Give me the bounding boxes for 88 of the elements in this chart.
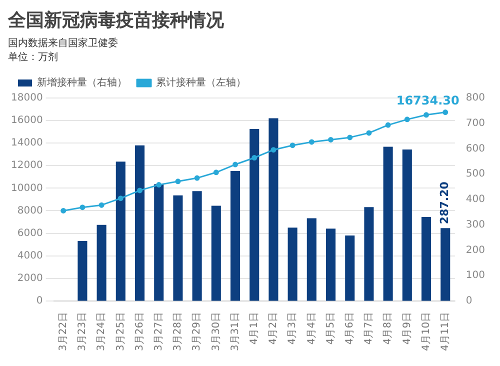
y-tick-label: 4000: [17, 250, 43, 262]
y-tick-label: 18000: [11, 92, 43, 104]
point: [60, 208, 66, 214]
bar: [306, 218, 316, 301]
x-tick-label: 4月2日: [268, 312, 280, 345]
x-tick-label: 4月7日: [364, 312, 375, 345]
y-tick-label: 12000: [11, 160, 43, 172]
x-tick-label: 3月28日: [172, 312, 184, 352]
x-tick-label: 4月9日: [402, 312, 413, 345]
x-tick-label: 4月11日: [440, 312, 451, 352]
point: [366, 130, 372, 136]
bar: [173, 195, 183, 301]
bar: [364, 207, 374, 301]
y2-tick-label: 500: [466, 168, 486, 180]
y2-tick-label: 300: [466, 219, 486, 230]
y-tick-label: 6000: [17, 228, 43, 239]
y-tick-label: 8000: [17, 205, 43, 216]
point: [424, 112, 430, 118]
point: [442, 110, 448, 116]
bar: [421, 216, 432, 301]
point: [80, 204, 86, 210]
bar: [288, 228, 298, 301]
text: 单位：万剂: [8, 50, 59, 64]
x-tick-label: 4月10日: [420, 312, 432, 352]
data-label: 16734.30: [396, 93, 460, 108]
bar: [268, 118, 278, 301]
bar: [134, 145, 145, 301]
bar: [96, 224, 106, 301]
point: [175, 178, 181, 184]
y2-tick-label: 200: [466, 244, 486, 256]
bar: [383, 146, 393, 301]
x-tick-label: 4月5日: [325, 312, 336, 345]
bar: [154, 184, 164, 301]
y-tick-label: 0: [36, 296, 43, 307]
y2-tick-label: 0: [466, 296, 472, 307]
bar: [402, 149, 412, 301]
bar: [326, 228, 336, 301]
point: [252, 154, 258, 160]
y2-tick-label: 700: [466, 118, 486, 129]
point: [385, 122, 391, 128]
x-tick-label: 3月29日: [192, 312, 203, 352]
bar: [230, 171, 240, 301]
point: [404, 116, 410, 122]
bar: [192, 191, 202, 301]
x-tick-label: 3月25日: [115, 312, 126, 352]
bar: [116, 162, 126, 301]
point: [270, 147, 276, 153]
y-tick-label: 2000: [17, 272, 43, 284]
point: [328, 136, 334, 142]
chart-title: 全国新冠病毒疫苗接种情况: [8, 9, 225, 32]
point: [156, 182, 162, 188]
y2-tick-label: 100: [466, 270, 486, 282]
data-label: 287.20: [438, 181, 452, 224]
x-tick-label: 4月1日: [248, 312, 260, 345]
x-tick-label: 4月6日: [344, 312, 356, 345]
point: [347, 134, 353, 140]
x-tick-label: 4月8日: [382, 312, 394, 345]
bar: [250, 128, 260, 301]
point: [308, 139, 314, 145]
y-tick-label: 10000: [11, 182, 43, 194]
x-tick-label: 3月30日: [210, 312, 222, 352]
x-tick-label: 4月3日: [287, 312, 298, 345]
y2-tick-label: 800: [466, 92, 486, 104]
legend-label: 累计接种量（左轴）: [156, 76, 246, 89]
point: [98, 202, 104, 208]
y2-tick-label: 600: [466, 143, 486, 154]
x-tick-label: 3月27日: [153, 312, 164, 352]
point: [213, 170, 219, 176]
y2-tick-label: 400: [466, 194, 486, 206]
point: [194, 175, 200, 181]
point: [137, 188, 143, 194]
y-tick-label: 14000: [11, 138, 43, 149]
x-tick-label: 4月4日: [306, 312, 318, 345]
x-tick-label: 3月24日: [96, 312, 108, 352]
legend-label: 新增接种量（右轴）: [37, 76, 127, 89]
bar: [211, 206, 221, 301]
bar: [78, 241, 88, 301]
x-tick-label: 3月31日: [230, 312, 241, 352]
point: [290, 142, 296, 148]
x-tick-label: 3月22日: [58, 312, 69, 352]
bar: [345, 235, 355, 301]
bar: [440, 228, 450, 301]
point: [118, 196, 124, 202]
x-tick-label: 3月26日: [134, 312, 146, 352]
chart-subtitle: 国内数据来自国家卫健委: [8, 36, 119, 50]
point: [232, 162, 238, 168]
y-tick-label: 16000: [11, 115, 43, 126]
x-tick-label: 3月23日: [77, 312, 88, 352]
